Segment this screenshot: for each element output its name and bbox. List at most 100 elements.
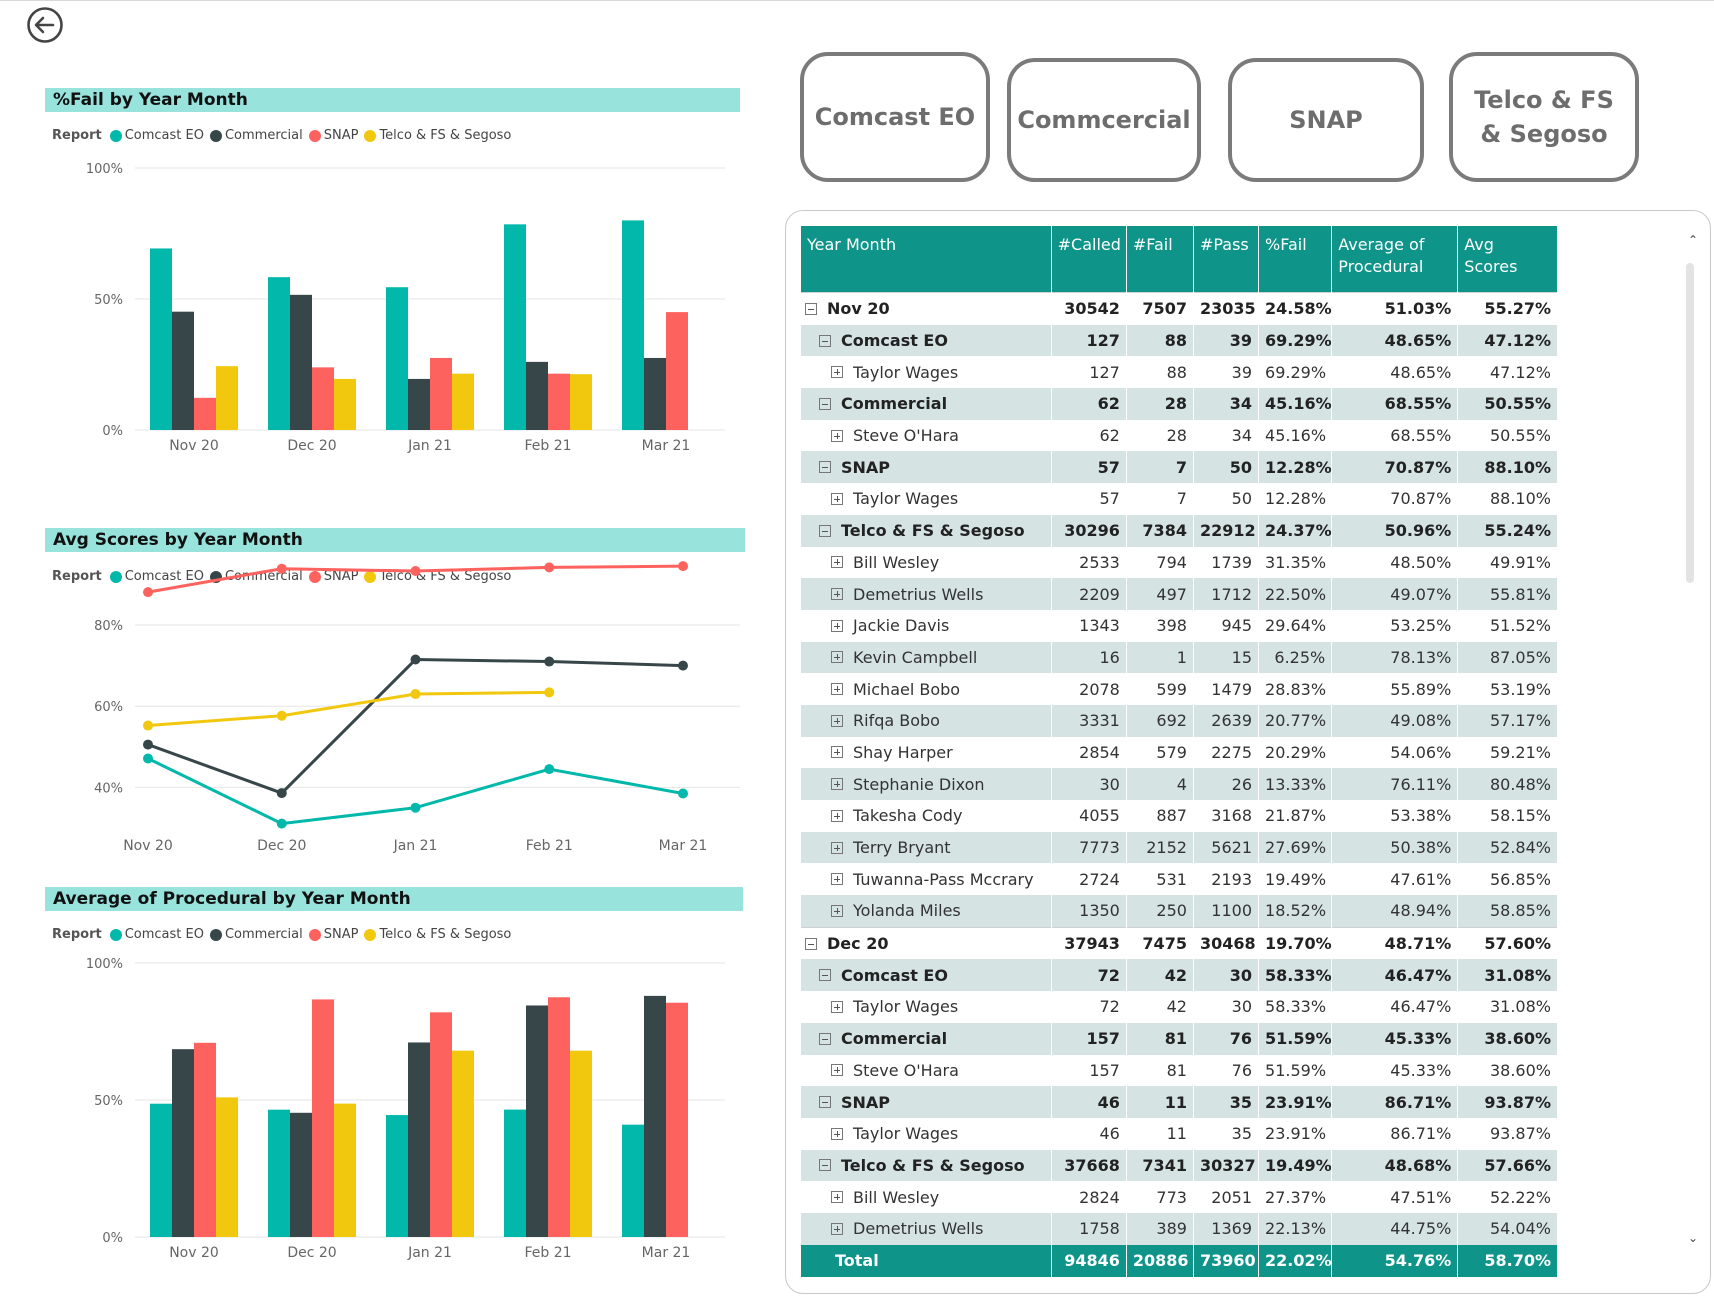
collapse-icon[interactable]: [819, 461, 831, 474]
legend-item[interactable]: Comcast EO: [109, 927, 204, 942]
expand-icon[interactable]: [831, 588, 843, 601]
matrix-row[interactable]: Shay Harper 2854 579 2275 20.29% 54.06% 59.21%: [801, 736, 1558, 769]
legend-item[interactable]: SNAP: [308, 927, 358, 942]
bar[interactable]: [268, 277, 290, 430]
bar[interactable]: [194, 397, 216, 430]
collapse-icon[interactable]: [819, 524, 831, 537]
data-point[interactable]: [544, 687, 555, 698]
collapse-icon[interactable]: [805, 937, 817, 950]
bar[interactable]: [386, 1115, 408, 1237]
expand-icon[interactable]: [831, 1127, 843, 1140]
expand-icon[interactable]: [831, 429, 843, 442]
data-point[interactable]: [678, 561, 688, 572]
bar[interactable]: [504, 1109, 526, 1237]
bar[interactable]: [526, 361, 548, 430]
series-line[interactable]: [147, 690, 550, 728]
bar[interactable]: [430, 1012, 452, 1237]
expand-icon[interactable]: [831, 651, 843, 664]
scroll-down-icon[interactable]: ⌄: [1687, 1231, 1698, 1245]
data-point[interactable]: [276, 818, 287, 829]
column-header[interactable]: #Pass: [1193, 226, 1260, 293]
bar[interactable]: [644, 995, 666, 1237]
expand-icon[interactable]: [831, 366, 843, 379]
legend-item[interactable]: SNAP: [308, 128, 358, 143]
matrix-row[interactable]: Commercial 62 28 34 45.16% 68.55% 50.55%: [801, 388, 1558, 420]
matrix-row[interactable]: Taylor Wages 127 88 39 69.29% 48.65% 47.12%: [801, 356, 1558, 389]
bar[interactable]: [312, 999, 334, 1237]
bar[interactable]: [408, 1042, 430, 1237]
matrix-row[interactable]: Stephanie Dixon 30 4 26 13.33% 76.11% 80.48%: [801, 768, 1558, 800]
data-point[interactable]: [143, 739, 153, 750]
matrix-row[interactable]: Dec 20 37943 7475 30468 19.70% 48.71% 57.60%: [801, 926, 1558, 960]
back-arrow-icon[interactable]: [26, 6, 64, 44]
legend-item[interactable]: SNAP: [308, 569, 358, 584]
column-header[interactable]: Year Month: [801, 226, 1052, 293]
bar[interactable]: [570, 374, 592, 430]
matrix-row[interactable]: Kevin Campbell 16 1 15 6.25% 78.13% 87.05%: [801, 641, 1558, 674]
bar[interactable]: [150, 248, 172, 430]
legend-item[interactable]: Comcast EO: [109, 128, 204, 143]
matrix-row[interactable]: Yolanda Miles 1350 250 1100 18.52% 48.94% 58.8…: [801, 895, 1558, 928]
matrix-row[interactable]: Bill Wesley 2533 794 1739 31.35% 48.50% 49.91%: [801, 546, 1558, 579]
legend-item[interactable]: Comcast EO: [109, 569, 204, 584]
collapse-icon[interactable]: [819, 1096, 831, 1109]
matrix-row[interactable]: Demetrius Wells 2209 497 1712 22.50% 49.07% 55…: [801, 578, 1558, 610]
data-point[interactable]: [143, 720, 153, 731]
matrix-row[interactable]: SNAP 57 7 50 12.28% 70.87% 88.10%: [801, 451, 1558, 484]
matrix-row[interactable]: Tuwanna-Pass Mccrary 2724 531 2193 19.49% 47.…: [801, 863, 1558, 896]
column-header[interactable]: Avg Scores: [1457, 226, 1558, 293]
data-point[interactable]: [276, 788, 287, 799]
matrix-row[interactable]: Steve O'Hara 62 28 34 45.16% 68.55% 50.55%: [801, 419, 1558, 452]
bar[interactable]: [452, 1050, 474, 1237]
matrix-row[interactable]: Commercial 157 81 76 51.59% 45.33% 38.60%: [801, 1022, 1558, 1055]
data-point[interactable]: [276, 563, 287, 574]
expand-icon[interactable]: [831, 904, 843, 917]
bar[interactable]: [312, 367, 334, 430]
expand-icon[interactable]: [831, 746, 843, 759]
matrix-row[interactable]: Telco & FS & Segoso 30296 7384 22912 24.37% 5…: [801, 514, 1558, 547]
column-header[interactable]: #Called: [1051, 226, 1127, 293]
bar[interactable]: [386, 287, 408, 430]
total-row[interactable]: Total 94846 20886 73960 22.02% 54.76% 58.70%: [801, 1244, 1558, 1277]
bar[interactable]: [622, 1124, 644, 1237]
bar[interactable]: [548, 997, 570, 1237]
bar[interactable]: [216, 366, 238, 430]
matrix-row[interactable]: Taylor Wages 72 42 30 58.33% 46.47% 31.08%: [801, 991, 1558, 1023]
commercial-button[interactable]: Commcercial: [1007, 58, 1201, 182]
bar[interactable]: [622, 220, 644, 430]
matrix-row[interactable]: Taylor Wages 46 11 35 23.91% 86.71% 93.87%: [801, 1117, 1558, 1150]
matrix-row[interactable]: Nov 20 30542 7507 23035 24.58% 51.03% 55.27%: [801, 291, 1558, 325]
expand-icon[interactable]: [831, 619, 843, 632]
data-point[interactable]: [544, 764, 555, 775]
data-point[interactable]: [544, 656, 555, 667]
matrix-row[interactable]: Taylor Wages 57 7 50 12.28% 70.87% 88.10%: [801, 483, 1558, 515]
collapse-icon[interactable]: [819, 397, 831, 410]
matrix-row[interactable]: Telco & FS & Segoso 37668 7341 30327 19.49% 4…: [801, 1149, 1558, 1182]
legend-item[interactable]: Telco & FS & Segoso: [364, 927, 511, 942]
bar[interactable]: [290, 1112, 312, 1237]
snap-button[interactable]: SNAP: [1228, 58, 1424, 182]
data-point[interactable]: [678, 660, 688, 671]
collapse-icon[interactable]: [805, 302, 817, 315]
expand-icon[interactable]: [831, 1000, 843, 1013]
bar[interactable]: [666, 312, 688, 430]
bar[interactable]: [548, 373, 570, 430]
expand-icon[interactable]: [831, 778, 843, 791]
collapse-icon[interactable]: [819, 969, 831, 982]
collapse-icon[interactable]: [819, 1032, 831, 1045]
collapse-icon[interactable]: [819, 1159, 831, 1172]
matrix-row[interactable]: SNAP 46 11 35 23.91% 86.71% 93.87%: [801, 1086, 1558, 1118]
data-point[interactable]: [410, 654, 421, 665]
matrix-row[interactable]: Jackie Davis 1343 398 945 29.64% 53.25% 51.52%: [801, 609, 1558, 642]
expand-icon[interactable]: [831, 1191, 843, 1204]
bar[interactable]: [526, 1005, 548, 1237]
bar[interactable]: [334, 378, 356, 430]
matrix-row[interactable]: Comcast EO 127 88 39 69.29% 48.65% 47.12%: [801, 324, 1558, 357]
expand-icon[interactable]: [831, 683, 843, 696]
bar[interactable]: [408, 378, 430, 430]
expand-icon[interactable]: [831, 556, 843, 569]
collapse-icon[interactable]: [819, 334, 831, 347]
bar[interactable]: [644, 357, 666, 430]
data-point[interactable]: [410, 802, 421, 813]
legend-item[interactable]: Telco & FS & Segoso: [364, 128, 511, 143]
